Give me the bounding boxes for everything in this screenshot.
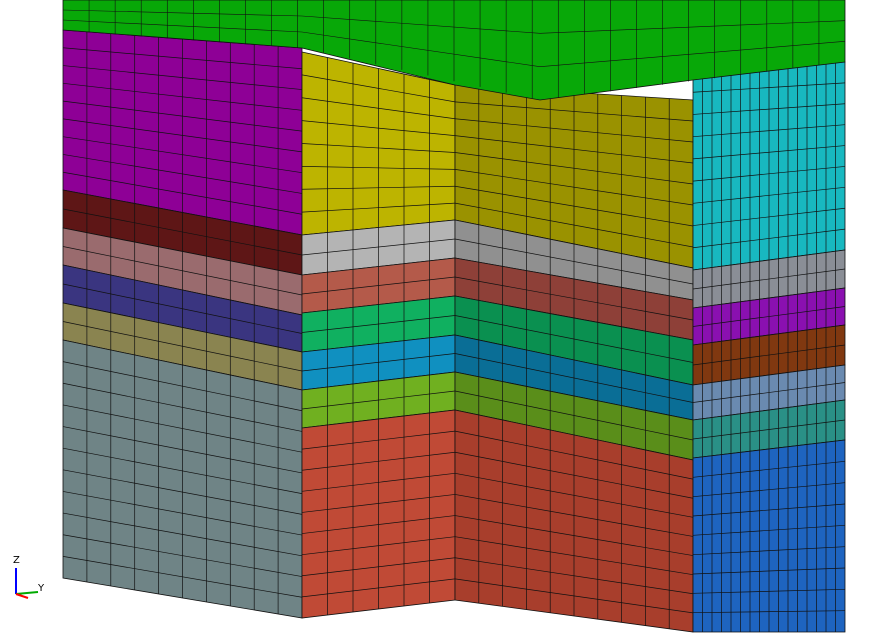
y-label: Y bbox=[37, 583, 45, 594]
axis-triad: Z Y bbox=[13, 555, 45, 599]
z-label: Z bbox=[13, 555, 20, 566]
x-axis bbox=[15, 593, 29, 599]
mesh-line bbox=[62, 9, 846, 34]
mesh-line bbox=[62, 19, 846, 67]
mesh bbox=[62, 0, 846, 633]
y-axis bbox=[15, 591, 39, 595]
